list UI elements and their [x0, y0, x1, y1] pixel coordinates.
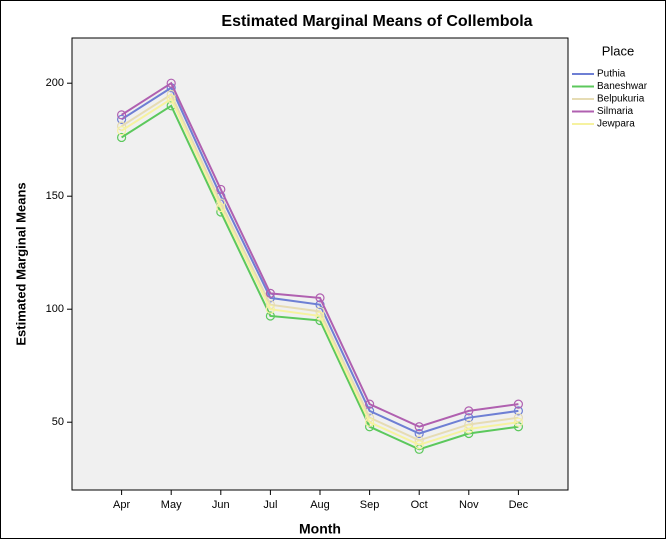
series-line [121, 97, 519, 446]
point-marker [116, 126, 127, 136]
point-marker [513, 406, 524, 416]
point-marker [414, 440, 424, 450]
x-tick-label: May [161, 499, 182, 511]
point-marker [116, 114, 127, 124]
x-tick-label: Jul [263, 499, 277, 511]
x-tick-label: Dec [509, 499, 529, 511]
point-marker [365, 399, 375, 409]
y-tick-label: 50 [52, 416, 64, 428]
legend-title: Place [602, 43, 635, 58]
point-marker [464, 406, 474, 416]
point-marker [265, 288, 275, 298]
plot-area [71, 37, 569, 491]
x-tick-label: Nov [459, 499, 479, 511]
y-tick-label: 100 [46, 303, 64, 315]
legend-label: Puthia [597, 69, 626, 80]
y-axis-label: Estimated Marginal Means [13, 182, 28, 345]
x-tick-label: Apr [113, 499, 130, 511]
point-marker [513, 399, 524, 409]
x-axis-label: Month [299, 521, 341, 537]
point-marker [414, 422, 424, 432]
point-marker [216, 184, 226, 195]
y-tick-label: 150 [46, 190, 64, 202]
point-marker [365, 417, 375, 427]
point-marker [166, 78, 176, 88]
point-marker [513, 417, 524, 427]
point-marker [513, 413, 524, 423]
point-marker [414, 428, 424, 439]
x-tick-label: Jun [212, 499, 230, 511]
point-marker [315, 293, 325, 303]
point-marker [464, 424, 474, 434]
x-tick-label: Sep [360, 499, 380, 511]
point-marker [265, 311, 275, 321]
series-line [121, 81, 519, 428]
legend-label: Belpukuria [597, 94, 645, 105]
point-marker [265, 304, 275, 314]
point-marker [116, 132, 127, 143]
legend-label: Silmaria [597, 106, 634, 117]
point-marker [116, 110, 127, 120]
legend-label: Jewpara [597, 119, 635, 130]
point-marker [166, 94, 176, 104]
y-tick-label: 200 [46, 77, 64, 89]
x-tick-label: Aug [310, 499, 330, 511]
chart-title: Estimated Marginal Means of Collembola [221, 13, 532, 30]
point-marker [315, 311, 325, 321]
series-line [121, 86, 519, 435]
point-marker [464, 413, 474, 423]
point-marker [216, 202, 226, 213]
x-tick-label: Oct [411, 499, 428, 511]
legend-label: Baneshwar [597, 81, 648, 92]
